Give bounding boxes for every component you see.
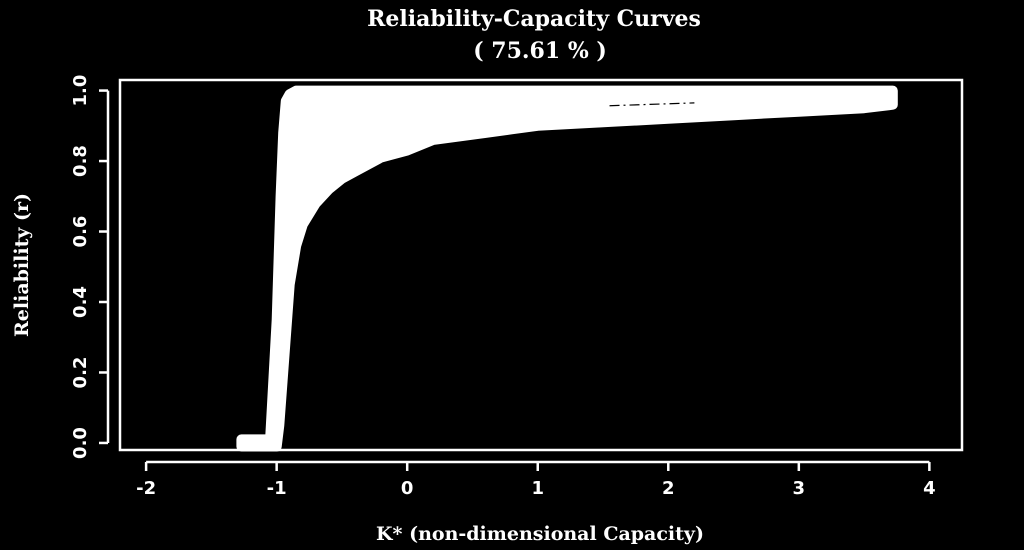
- x-tick-label: -2: [136, 478, 156, 499]
- plot-area: [236, 85, 898, 452]
- y-tick-label: 0.6: [70, 216, 91, 248]
- x-tick-label: 3: [793, 478, 806, 499]
- chart-title: Reliability-Capacity Curves: [367, 6, 701, 32]
- x-tick-label: 1: [531, 478, 544, 499]
- y-tick-label: 0.0: [70, 427, 91, 459]
- y-tick-label: 1.0: [70, 75, 91, 107]
- x-tick-label: 0: [401, 478, 414, 499]
- y-tick-label: 0.8: [70, 145, 91, 177]
- y-axis: 0.0 0.2 0.4 0.6 0.8 1.0: [70, 75, 110, 459]
- y-tick-label: 0.4: [70, 286, 91, 318]
- y-tick-label: 0.2: [70, 357, 91, 389]
- chart-subtitle: ( 75.61 % ): [473, 38, 607, 64]
- y-axis-label: Reliability (r): [11, 193, 33, 337]
- reliability-band: [236, 85, 898, 452]
- annotation-dash-line: [609, 102, 695, 107]
- x-tick-label: 4: [923, 478, 936, 499]
- x-axis: -2 -1 0 1 2 3 4: [136, 460, 936, 499]
- x-tick-label: 2: [662, 478, 675, 499]
- x-tick-label: -1: [267, 478, 287, 499]
- plot-frame: [118, 78, 964, 452]
- x-axis-label: K* (non-dimensional Capacity): [376, 523, 704, 545]
